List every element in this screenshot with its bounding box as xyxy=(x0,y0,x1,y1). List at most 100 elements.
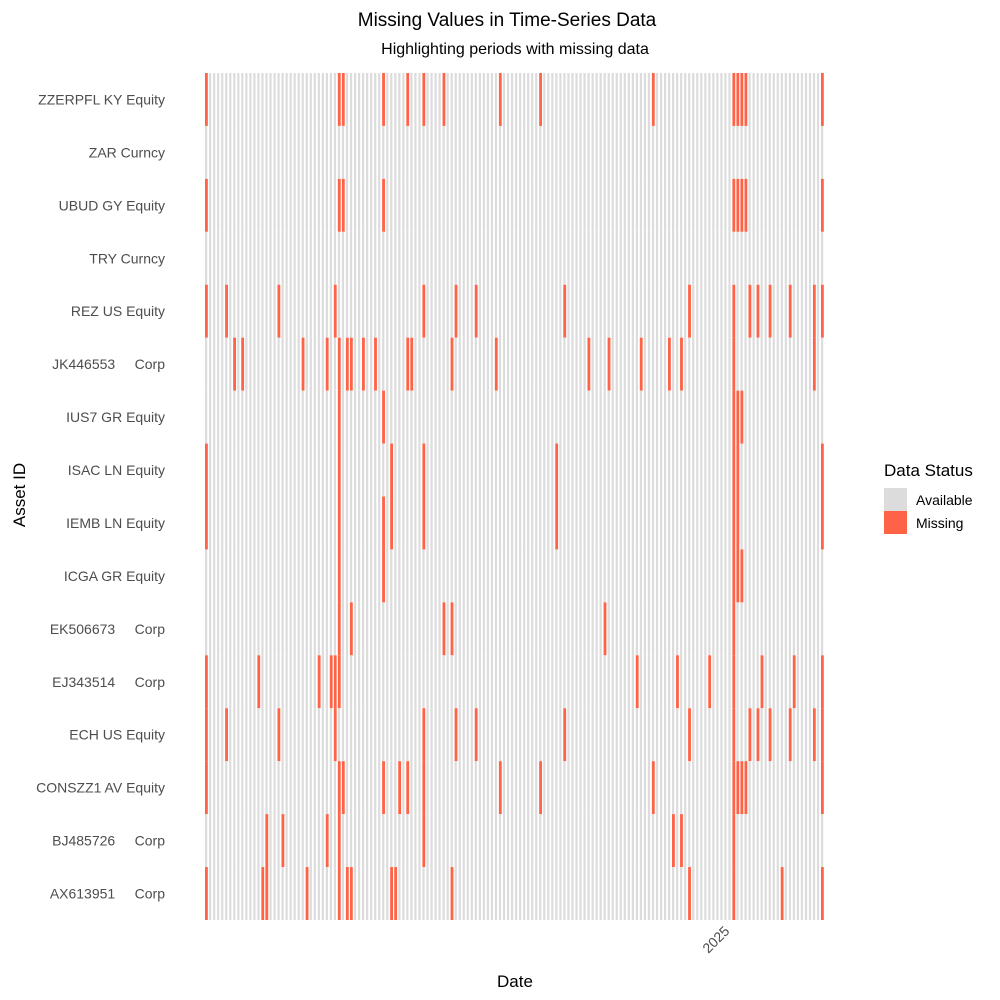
heatmap-cell-missing xyxy=(333,708,337,762)
heatmap-cell-available xyxy=(474,390,477,444)
heatmap-cell-available xyxy=(382,443,385,497)
heatmap-cell-available xyxy=(567,231,570,285)
y-tick-label: ISAC LN Equity xyxy=(68,462,165,478)
heatmap-cell-available xyxy=(736,867,739,920)
heatmap-cell-available xyxy=(619,231,622,285)
heatmap-cell-available xyxy=(277,867,280,920)
heatmap-cell-available xyxy=(800,443,804,497)
heatmap-cell-available xyxy=(667,708,671,762)
heatmap-cell-available xyxy=(209,125,212,179)
heatmap-cell-available xyxy=(221,549,224,603)
heatmap-cell-available xyxy=(611,814,614,868)
heatmap-cell-available xyxy=(643,125,647,179)
heatmap-cell-available xyxy=(301,761,304,815)
heatmap-cell-missing xyxy=(205,761,208,815)
heatmap-cell-available xyxy=(756,443,759,497)
heatmap-cell-available xyxy=(394,602,397,656)
heatmap-cell-available xyxy=(595,761,598,815)
heatmap-cell-available xyxy=(321,867,324,920)
heatmap-cell-available xyxy=(800,73,804,126)
heatmap-cell-available xyxy=(619,125,622,179)
heatmap-cell-available xyxy=(257,73,260,126)
heatmap-cell-available xyxy=(378,284,381,338)
heatmap-cell-available xyxy=(567,814,570,868)
heatmap-cell-available xyxy=(486,390,490,444)
heatmap-cell-available xyxy=(394,178,397,232)
heatmap-cell-available xyxy=(551,496,554,550)
heatmap-cell-available xyxy=(374,178,377,232)
heatmap-cell-available xyxy=(563,178,566,232)
heatmap-cell-available xyxy=(744,125,747,179)
heatmap-cell-available xyxy=(607,761,610,815)
heatmap-cell-available xyxy=(583,443,586,497)
heatmap-cell-available xyxy=(353,549,357,603)
heatmap-cell-available xyxy=(680,655,683,709)
heatmap-cell-available xyxy=(659,761,663,815)
heatmap-cell-available xyxy=(406,655,409,709)
heatmap-cell-available xyxy=(531,443,534,497)
heatmap-cell-available xyxy=(535,337,538,391)
heatmap-cell-available xyxy=(740,708,743,762)
heatmap-cell-available xyxy=(623,284,626,338)
heatmap-cell-available xyxy=(273,761,276,815)
heatmap-cell-available xyxy=(591,602,594,656)
heatmap-cell-available xyxy=(454,867,457,920)
heatmap-cell-available xyxy=(623,655,626,709)
heatmap-cell-available xyxy=(289,443,292,497)
heatmap-cell-available xyxy=(402,549,405,603)
y-tick-label: EK506673 Corp xyxy=(50,621,165,637)
heatmap-cell-available xyxy=(527,496,530,550)
heatmap-cell-available xyxy=(362,73,365,126)
heatmap-cell-available xyxy=(740,655,743,709)
heatmap-cell-available xyxy=(716,337,719,391)
heatmap-cell-available xyxy=(474,496,477,550)
heatmap-cell-available xyxy=(506,761,510,815)
heatmap-cell-available xyxy=(627,337,630,391)
heatmap-cell-available xyxy=(257,337,260,391)
heatmap-cell-available xyxy=(756,390,759,444)
heatmap-cell-available xyxy=(382,655,385,709)
heatmap-cell-available xyxy=(748,178,751,232)
heatmap-cell-available xyxy=(466,708,469,762)
heatmap-cell-available xyxy=(229,655,232,709)
heatmap-cell-available xyxy=(752,125,755,179)
heatmap-cell-available xyxy=(639,655,643,709)
heatmap-cell-available xyxy=(285,337,288,391)
heatmap-cell-available xyxy=(253,284,256,338)
heatmap-cell-available xyxy=(643,73,647,126)
heatmap-cell-available xyxy=(398,125,401,179)
heatmap-cell-available xyxy=(390,284,393,338)
heatmap-cell-available xyxy=(470,178,473,232)
heatmap-cell-available xyxy=(233,602,236,656)
heatmap-cell-available xyxy=(470,284,473,338)
heatmap-cell-available xyxy=(329,549,333,603)
heatmap-cell-available xyxy=(474,337,477,391)
heatmap-cell-available xyxy=(744,337,747,391)
heatmap-cell-available xyxy=(607,655,610,709)
heatmap-cell-available xyxy=(611,602,614,656)
heatmap-cell-available xyxy=(410,496,413,550)
heatmap-cell-available xyxy=(527,602,530,656)
heatmap-cell-available xyxy=(414,390,417,444)
heatmap-cell-available xyxy=(329,73,333,126)
heatmap-cell-available xyxy=(555,73,558,126)
heatmap-cell-available xyxy=(309,178,312,232)
heatmap-cell-available xyxy=(478,867,481,920)
heatmap-cell-available xyxy=(655,337,659,391)
heatmap-cell-available xyxy=(784,496,787,550)
heatmap-cell-available xyxy=(591,231,594,285)
heatmap-cell-available xyxy=(353,231,357,285)
heatmap-cell-available xyxy=(289,73,292,126)
heatmap-cell-available xyxy=(241,390,244,444)
heatmap-cell-available xyxy=(595,178,598,232)
heatmap-cell-available xyxy=(583,390,586,444)
heatmap-cell-available xyxy=(510,655,514,709)
heatmap-cell-available xyxy=(563,443,566,497)
heatmap-cell-available xyxy=(740,814,743,868)
heatmap-cell-available xyxy=(309,443,312,497)
heatmap-cell-available xyxy=(756,337,759,391)
heatmap-cell-available xyxy=(667,178,671,232)
heatmap-cell-missing xyxy=(812,337,816,391)
heatmap-cell-available xyxy=(341,443,345,497)
heatmap-cell-available xyxy=(663,496,667,550)
